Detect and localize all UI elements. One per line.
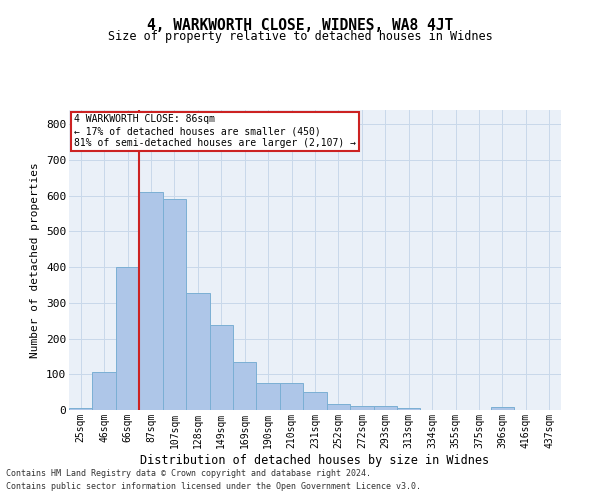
X-axis label: Distribution of detached houses by size in Widnes: Distribution of detached houses by size … (140, 454, 490, 466)
Bar (116, 267, 139, 410)
Text: 4 WARKWORTH CLOSE: 86sqm
← 17% of detached houses are smaller (450)
81% of semi-: 4 WARKWORTH CLOSE: 86sqm ← 17% of detach… (74, 114, 356, 148)
Text: 4, WARKWORTH CLOSE, WIDNES, WA8 4JT: 4, WARKWORTH CLOSE, WIDNES, WA8 4JT (147, 18, 453, 32)
Bar (350, 406, 374, 410)
Bar (92, 372, 116, 410)
Bar (186, 293, 209, 410)
Bar (69, 408, 92, 410)
Text: Contains public sector information licensed under the Open Government Licence v3: Contains public sector information licen… (6, 482, 421, 491)
Bar (491, 407, 514, 410)
Bar (163, 200, 186, 410)
Bar (139, 192, 163, 410)
Bar (280, 383, 303, 410)
Bar (374, 406, 397, 410)
Bar (303, 392, 327, 410)
Bar (209, 325, 233, 410)
Text: Contains HM Land Registry data © Crown copyright and database right 2024.: Contains HM Land Registry data © Crown c… (6, 469, 371, 478)
Bar (397, 408, 421, 410)
Text: Size of property relative to detached houses in Widnes: Size of property relative to detached ho… (107, 30, 493, 43)
Bar (327, 404, 350, 410)
Bar (256, 383, 280, 410)
Y-axis label: Number of detached properties: Number of detached properties (31, 162, 40, 358)
Bar (233, 362, 256, 410)
